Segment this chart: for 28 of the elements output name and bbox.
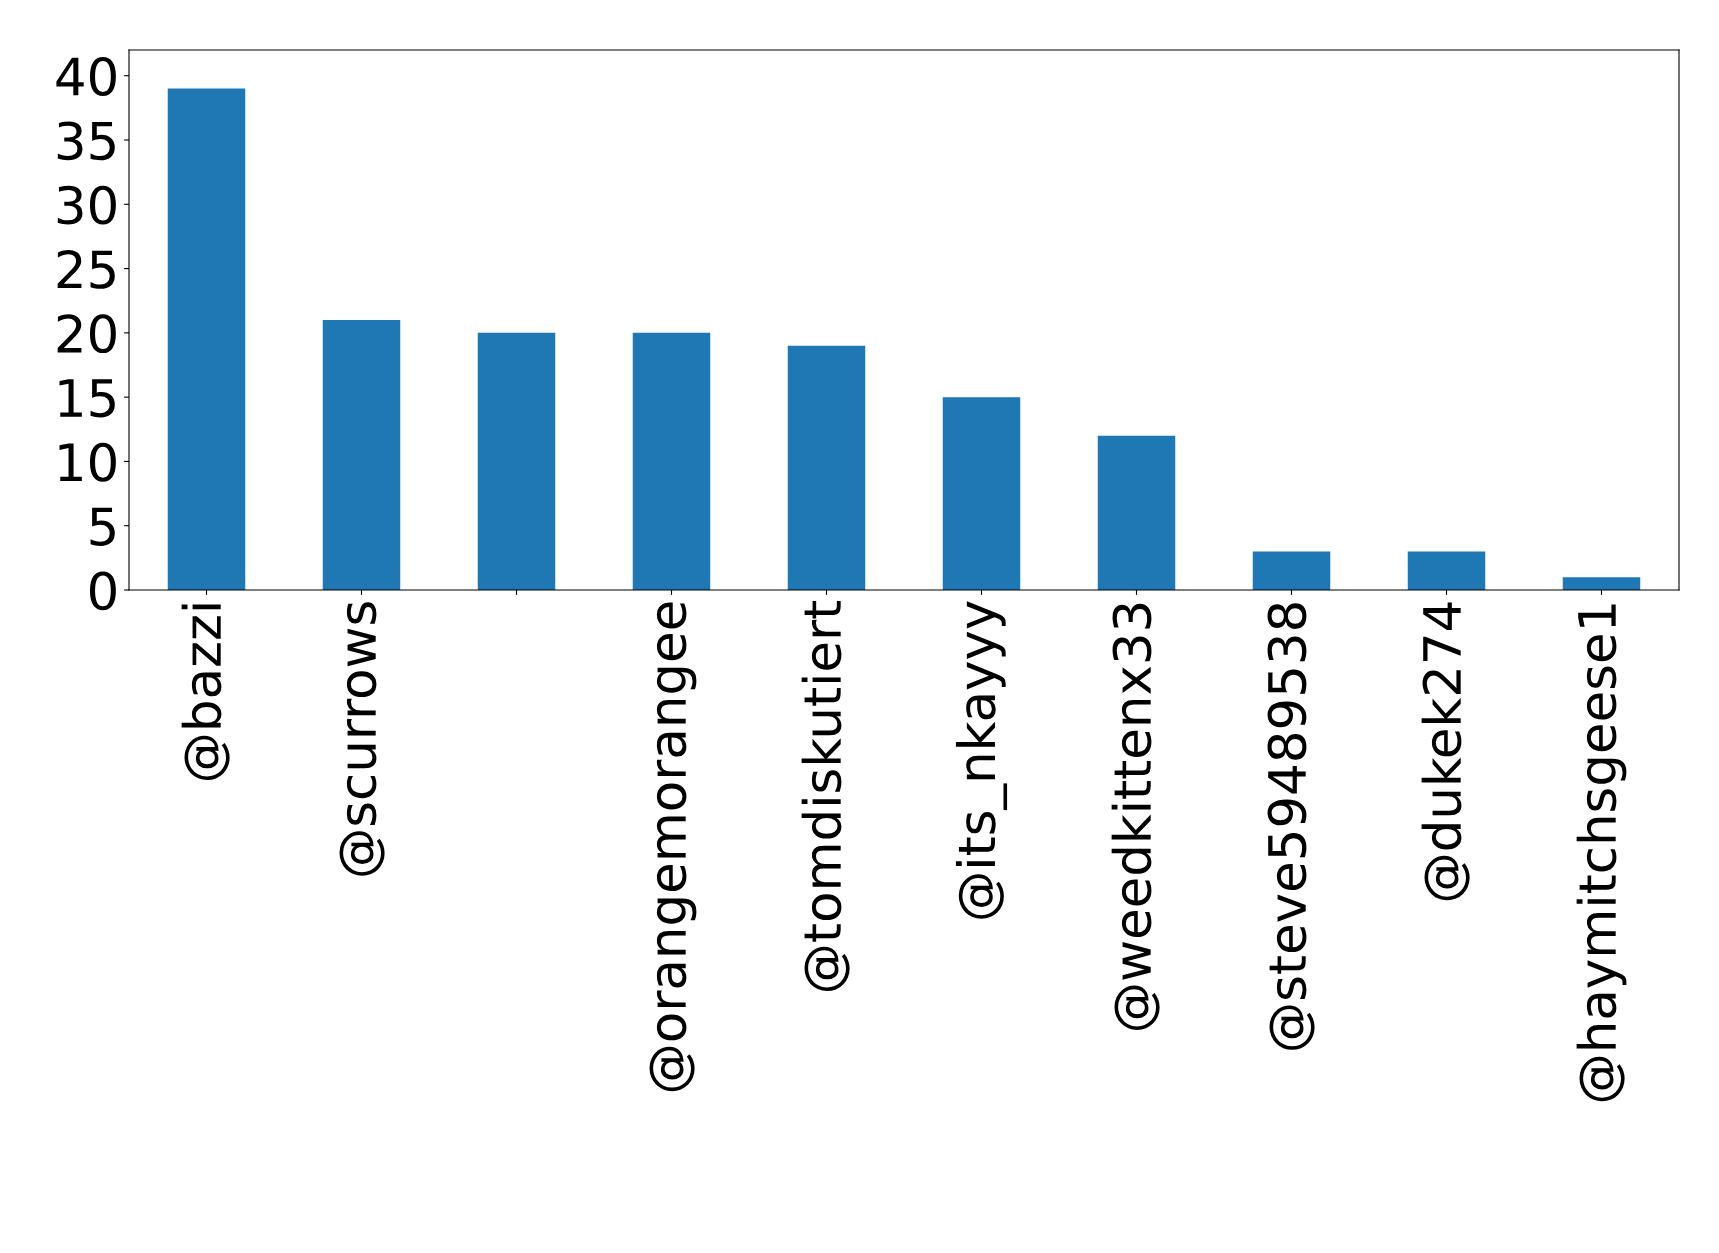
x-tick-label: @orangemorangee — [649, 602, 697, 1092]
bar — [1252, 551, 1331, 590]
y-tick-label: 15 — [59, 379, 115, 418]
bar — [1097, 435, 1176, 590]
y-tick-label: 10 — [59, 442, 116, 482]
y-tick-label: 35 — [57, 121, 115, 161]
x-tick-label: @bazzi — [181, 604, 230, 781]
x-tick-label: @scurrows — [339, 602, 385, 876]
x-tick-label: @haymitchsgeese1 — [1576, 604, 1627, 1102]
y-tick-label: 30 — [57, 185, 116, 225]
x-tick-label: @weedkittenx33 — [1111, 603, 1160, 1030]
bar — [942, 397, 1021, 590]
y-tick-label: 5 — [90, 507, 115, 546]
bar — [477, 332, 556, 590]
y-tick-label: 40 — [56, 57, 116, 96]
y-tick-label: 25 — [57, 249, 115, 289]
y-tick-label: 20 — [57, 314, 116, 354]
bar — [1407, 551, 1486, 590]
bar — [632, 332, 711, 590]
y-tick-label: 0 — [89, 571, 116, 611]
x-tick-label: @tomdiskutiert — [801, 600, 850, 992]
bar — [787, 345, 866, 590]
bar — [1562, 577, 1641, 590]
x-tick-label: @steve59489538 — [1267, 603, 1315, 1050]
bar — [322, 320, 401, 590]
x-tick-label: @dukek274 — [1421, 602, 1470, 901]
x-tick-label: @its_nkayyy — [955, 601, 1008, 919]
bar — [167, 88, 246, 590]
